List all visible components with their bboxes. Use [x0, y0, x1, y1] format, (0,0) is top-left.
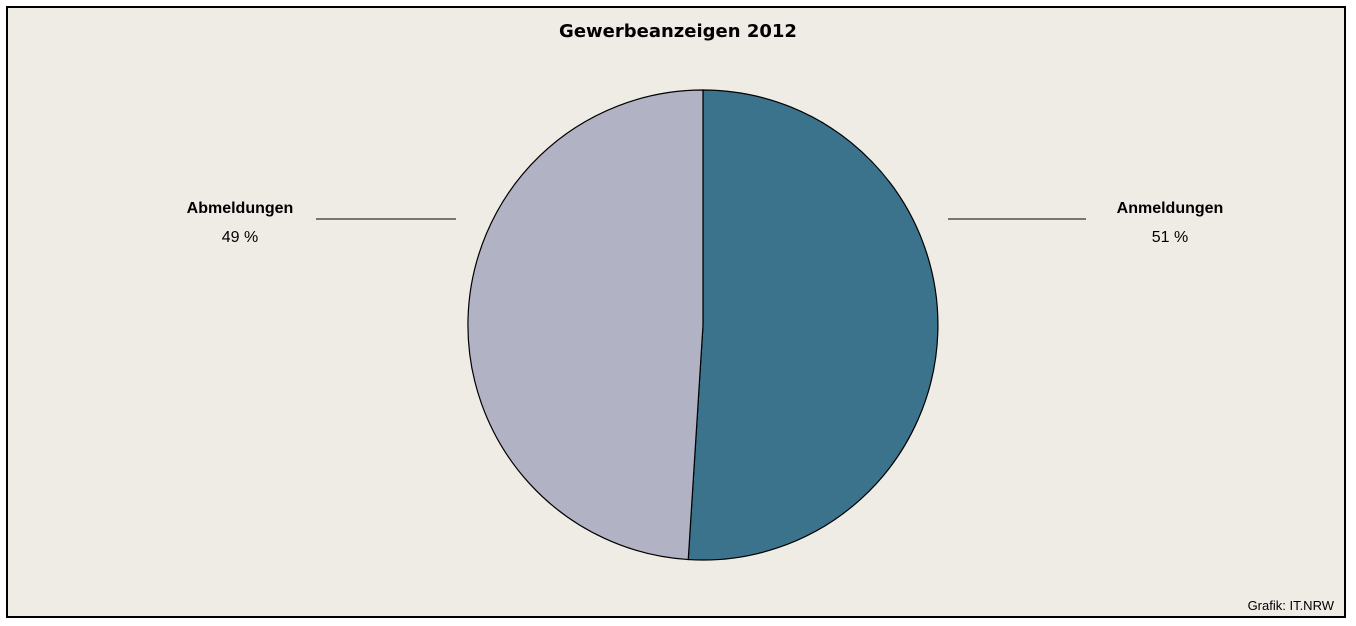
source-credit: Grafik: IT.NRW: [1248, 598, 1335, 613]
pie-slice-anmeldungen: [687, 89, 939, 561]
slice-label-abmeldungen: Abmeldungen: [187, 200, 294, 217]
slice-label-anmeldungen: Anmeldungen: [1117, 200, 1224, 217]
pie-slices: [467, 89, 939, 561]
slice-value-anmeldungen: 51 %: [1152, 229, 1188, 246]
slice-value-abmeldungen: 49 %: [222, 229, 258, 246]
pie-slice-abmeldungen: [467, 89, 704, 561]
chart-title: Gewerbeanzeigen 2012: [559, 21, 797, 42]
